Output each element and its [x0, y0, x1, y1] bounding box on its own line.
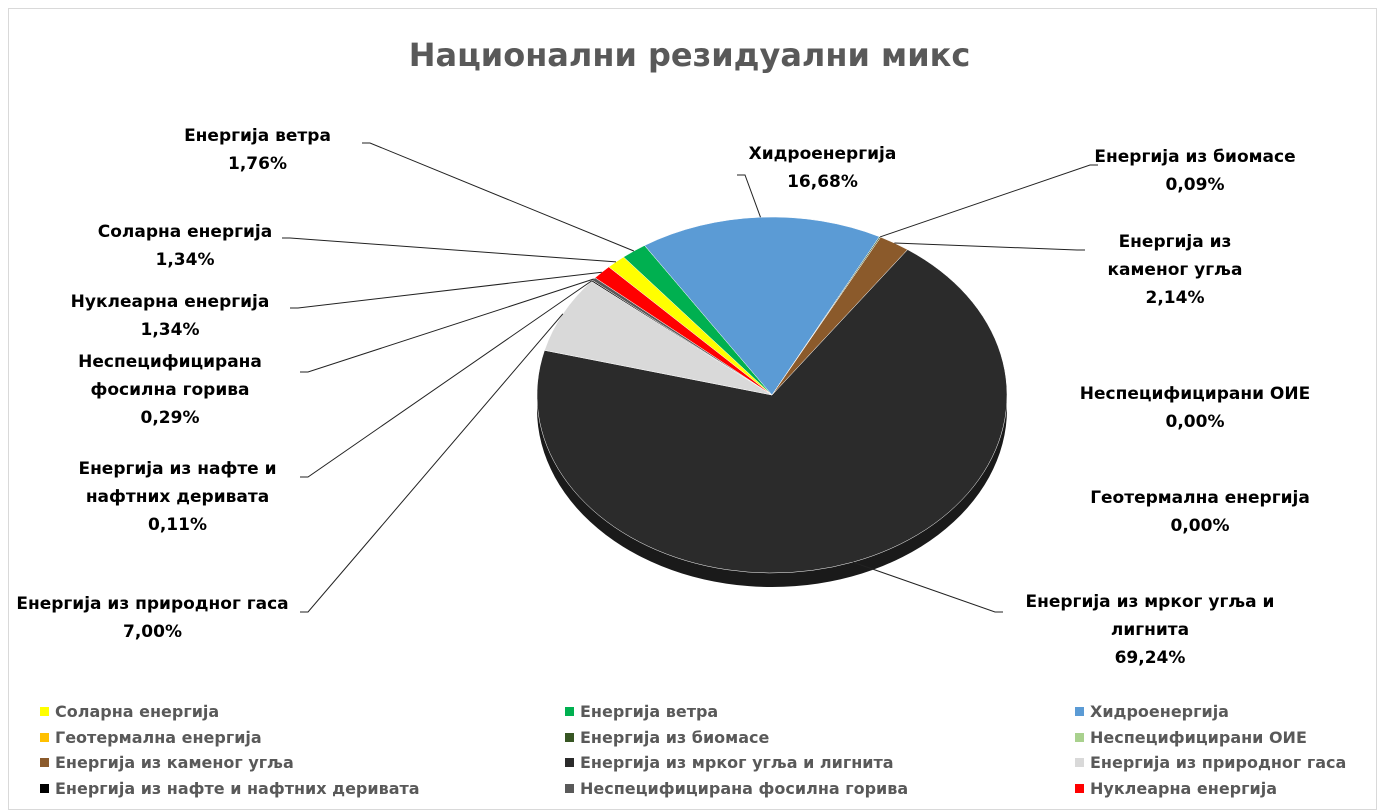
legend-label: Енергија из природног гаса: [1090, 753, 1347, 772]
legend-swatch: [1075, 733, 1084, 742]
legend-item: Енергија из каменог угља: [40, 753, 294, 772]
leader-line: [894, 242, 1085, 251]
legend-label: Хидроенергија: [1090, 702, 1229, 721]
legend-item: Енергија из мрког угља и лигнита: [565, 753, 894, 772]
data-label: Енергија из мрког угља и лигнита 69,24%: [1000, 588, 1300, 672]
data-label-value: 0,11%: [148, 515, 207, 535]
data-label: Енергија ветра 1,76%: [150, 122, 365, 178]
legend-swatch: [40, 784, 49, 793]
data-label: Соларна енергија 1,34%: [80, 218, 290, 274]
data-label-name: Енергија из нафте и нафтних деривата: [78, 459, 277, 507]
legend-item: Неспецифицирани ОИЕ: [1075, 728, 1307, 747]
data-label-value: 0,09%: [1165, 175, 1225, 195]
legend-item: Нуклеарна енергија: [1075, 779, 1277, 798]
data-label: Неспецифицирана фосилна горива 0,29%: [40, 348, 300, 432]
legend-swatch: [1075, 784, 1084, 793]
legend-label: Енергија из мрког угља и лигнита: [580, 753, 894, 772]
legend-item: Енергија из нафте и нафтних деривата: [40, 779, 420, 798]
legend-swatch: [1075, 707, 1084, 716]
data-label-name: Геотермална енергија: [1090, 488, 1310, 508]
leader-line: [300, 313, 564, 613]
legend-label: Соларна енергија: [55, 702, 220, 721]
data-label: Неспецифицирани ОИЕ 0,00%: [1050, 380, 1340, 436]
legend-item: Геотермална енергија: [40, 728, 262, 747]
data-label-name: Нуклеарна енергија: [70, 292, 270, 312]
leader-line: [737, 174, 761, 218]
leader-line: [282, 237, 617, 263]
leader-line: [852, 561, 1003, 613]
data-label: Енергија из каменог угља 2,14%: [1080, 228, 1270, 312]
chart-frame: [8, 8, 1377, 810]
legend-swatch: [565, 758, 574, 767]
data-label-name: Хидроенергија: [748, 144, 897, 164]
data-label: Енергија из биомасе 0,09%: [1090, 143, 1300, 199]
legend-item: Хидроенергија: [1075, 702, 1229, 721]
legend-label: Енергија из нафте и нафтних деривата: [55, 779, 420, 798]
legend-label: Нуклеарна енергија: [1090, 779, 1277, 798]
data-label-value: 1,34%: [140, 320, 200, 340]
legend-label: Енергија из каменог угља: [55, 753, 294, 772]
data-label: Енергија из природног гаса 7,00%: [10, 590, 295, 646]
legend-item: Енергија из биомасе: [565, 728, 769, 747]
data-label-name: Енергија из биомасе: [1094, 147, 1296, 167]
data-label: Геотермална енергија 0,00%: [1060, 484, 1340, 540]
legend-label: Енергија ветра: [580, 702, 719, 721]
leader-line: [300, 280, 593, 478]
legend-item: Енергија ветра: [565, 702, 718, 721]
data-label-value: 2,14%: [1145, 288, 1205, 308]
data-label-value: 0,00%: [1170, 516, 1230, 536]
data-label-value: 0,00%: [1165, 412, 1225, 432]
pie-slice: [536, 249, 1008, 574]
legend-swatch: [565, 784, 574, 793]
legend-swatch: [565, 707, 574, 716]
data-label-value: 7,00%: [123, 622, 182, 642]
legend-item: Неспецифицирана фосилна горива: [565, 779, 908, 798]
leader-line: [362, 142, 635, 252]
data-label-value: 0,29%: [140, 408, 200, 428]
data-label-name: Енергија ветра: [184, 126, 331, 146]
data-label-value: 1,76%: [228, 154, 287, 174]
legend-item: Соларна енергија: [40, 702, 219, 721]
data-label-value: 69,24%: [1114, 648, 1186, 668]
legend-swatch: [565, 733, 574, 742]
data-label-name: Неспецифицирана фосилна горива: [78, 352, 262, 400]
leader-line: [300, 278, 594, 373]
data-label-name: Енергија из природног гаса: [16, 594, 289, 614]
data-label-name: Соларна енергија: [97, 222, 273, 242]
legend-label: Енергија из биомасе: [580, 728, 770, 747]
data-label: Нуклеарна енергија 1,34%: [40, 288, 300, 344]
leader-line: [290, 271, 602, 309]
data-label-value: 1,34%: [155, 250, 215, 270]
legend-swatch: [1075, 758, 1084, 767]
leader-line: [879, 164, 1098, 238]
pie-slice: [644, 216, 880, 396]
data-label-name: Енергија из каменог угља: [1107, 232, 1243, 280]
data-label: Енергија из нафте и нафтних деривата 0,11…: [55, 455, 300, 539]
data-label-name: Неспецифицирани ОИЕ: [1079, 384, 1311, 404]
chart-title: Национални резидуални микс: [408, 36, 971, 74]
legend-swatch: [40, 733, 49, 742]
legend-swatch: [40, 707, 49, 716]
legend-label: Геотермална енергија: [55, 728, 262, 747]
legend-label: Неспецифицирани ОИЕ: [1090, 728, 1307, 747]
data-label-value: 16,68%: [787, 172, 858, 192]
data-label-name: Енергија из мрког угља и лигнита: [1025, 592, 1275, 640]
legend-swatch: [40, 758, 49, 767]
data-label: Хидроенергија 16,68%: [715, 140, 930, 196]
legend-label: Неспецифицирана фосилна горива: [580, 779, 909, 798]
legend-item: Енергија из природног гаса: [1075, 753, 1346, 772]
